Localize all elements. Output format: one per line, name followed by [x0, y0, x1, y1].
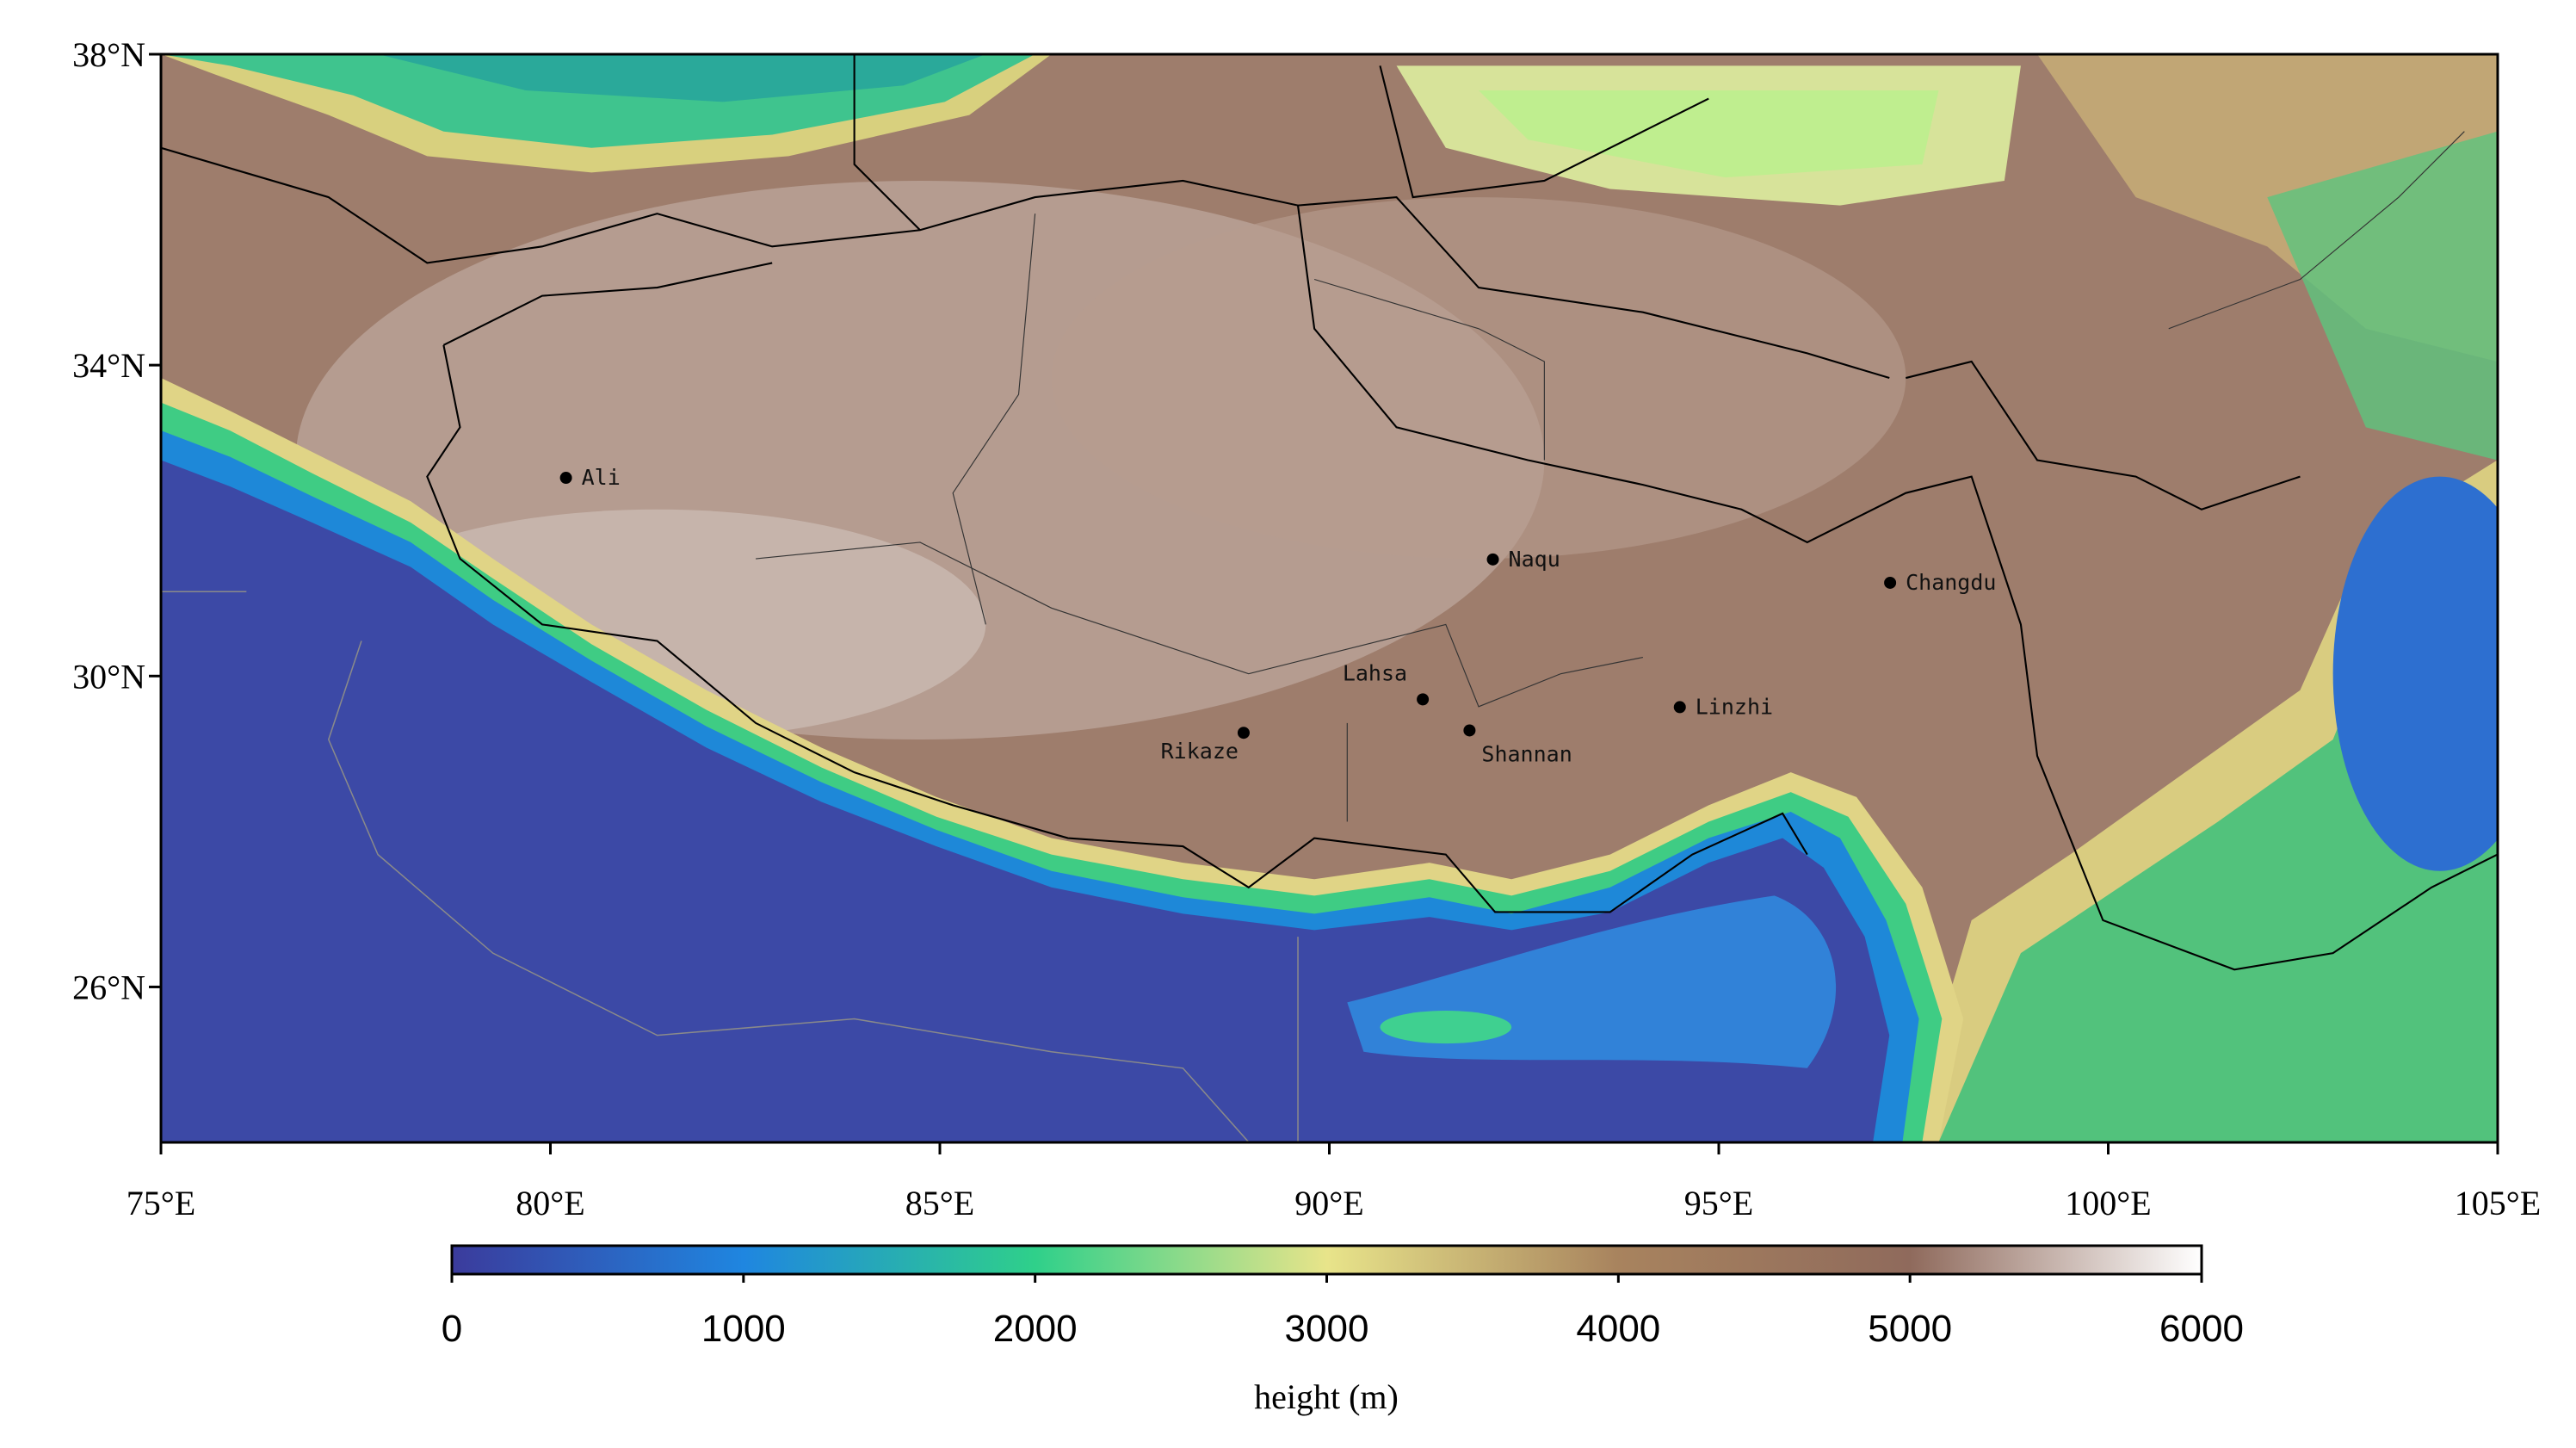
city-dot	[1486, 553, 1499, 566]
city-dot	[559, 472, 572, 485]
x-tick-label: 100°E	[2065, 1184, 2151, 1222]
y-tick-label: 30°N	[72, 657, 145, 696]
city-label: Rikaze	[1161, 739, 1239, 764]
x-tick-label: 85°E	[905, 1184, 974, 1222]
city-label: Ali	[582, 465, 621, 490]
city-label: Lahsa	[1343, 660, 1407, 685]
colorbar-tick-label: 1000	[701, 1308, 786, 1350]
city-label: Naqu	[1509, 547, 1560, 572]
y-tick-label: 26°N	[72, 968, 145, 1006]
city-label: Linzhi	[1696, 694, 1773, 719]
colorbar-label: height (m)	[1254, 1377, 1399, 1416]
x-tick-label: 90°E	[1294, 1184, 1363, 1222]
city-dot	[1237, 727, 1250, 739]
colorbar-tick-label: 4000	[1576, 1308, 1660, 1350]
terrain	[161, 54, 2498, 1142]
colorbar-tick-label: 5000	[1868, 1308, 1952, 1350]
x-tick-label: 75°E	[127, 1184, 195, 1222]
y-tick-label: 38°N	[72, 35, 145, 74]
colorbar-tick-label: 2000	[993, 1308, 1078, 1350]
colorbar-tick-label: 3000	[1285, 1308, 1369, 1350]
city-dot	[1417, 693, 1430, 706]
colorbar	[450, 1244, 2203, 1276]
colorbar-tick-label: 0	[442, 1308, 462, 1350]
y-tick-label: 34°N	[72, 346, 145, 385]
city-dot	[1673, 701, 1686, 714]
city-label: Shannan	[1481, 741, 1572, 766]
x-tick-label: 105°E	[2455, 1184, 2541, 1222]
city-dot	[1884, 576, 1897, 589]
city-label: Changdu	[1906, 570, 1996, 595]
colorbar-tick-label: 6000	[2159, 1308, 2244, 1350]
x-tick-label: 95°E	[1684, 1184, 1753, 1222]
city-dot	[1463, 724, 1476, 737]
x-tick-label: 80°E	[516, 1184, 584, 1222]
